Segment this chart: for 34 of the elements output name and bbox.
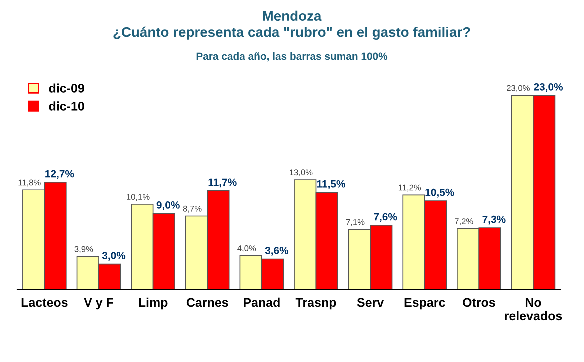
- data-label: 7,3%: [482, 216, 506, 225]
- data-label: 11,7%: [208, 178, 237, 188]
- data-label: 23,0%: [534, 83, 564, 92]
- data-label: 10,1%: [127, 194, 150, 201]
- data-label: 11,8%: [18, 180, 41, 187]
- chart-subtitle: Para cada año, las barras suman 100%: [196, 52, 388, 62]
- x-tick-label: No relevados: [505, 298, 562, 321]
- x-tick-label: Esparc: [404, 298, 446, 310]
- data-label: 3,6%: [265, 247, 289, 256]
- data-label: 7,6%: [374, 213, 398, 222]
- legend-label: dic-09: [49, 84, 84, 93]
- data-label: 4,0%: [238, 246, 256, 252]
- data-label: 9,0%: [156, 202, 180, 210]
- data-label: 12,7%: [46, 170, 74, 180]
- x-tick-label: Trasnp: [296, 298, 336, 310]
- data-label: 11,5%: [317, 180, 346, 190]
- x-tick-label: Limp: [139, 298, 168, 310]
- data-label: 23,0%: [507, 85, 530, 92]
- x-tick-label: Panad: [244, 298, 280, 308]
- chart-title: Mendoza ¿Cuánto representa cada "rubro" en el gasto familiar?: [114, 10, 470, 40]
- data-label: 3,0%: [102, 252, 126, 261]
- legend-label: dic-10: [49, 102, 84, 111]
- data-label: 7,1%: [346, 219, 365, 226]
- x-tick-label: Lacteos: [22, 298, 68, 308]
- data-label: 7,2%: [455, 218, 474, 226]
- x-tick-label: Otros: [463, 298, 496, 308]
- x-tick-label: Carnes: [186, 298, 228, 308]
- data-label: 3,9%: [74, 246, 94, 254]
- data-label: 8,7%: [183, 206, 202, 213]
- data-label: 10,5%: [426, 188, 454, 198]
- data-label: 11,2%: [398, 184, 422, 192]
- x-tick-label: Serv: [357, 298, 384, 308]
- x-tick-label: V y F: [84, 298, 114, 310]
- data-label: 13,0%: [290, 170, 313, 177]
